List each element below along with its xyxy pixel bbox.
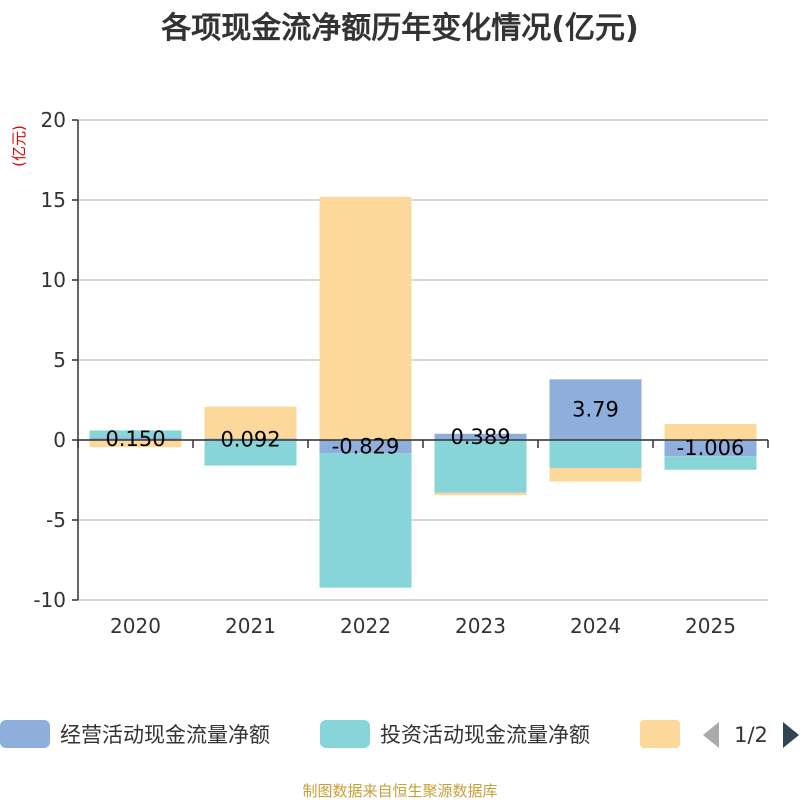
- bar-investing[interactable]: [319, 453, 412, 588]
- y-tick-label: 5: [53, 348, 66, 372]
- data-label: 0.389: [450, 425, 510, 449]
- legend-swatch-operating: [0, 720, 50, 748]
- bar-financing[interactable]: [89, 440, 182, 448]
- data-label: 0.150: [105, 427, 165, 451]
- bar-financing[interactable]: [434, 492, 527, 496]
- bar-investing[interactable]: [549, 440, 642, 468]
- x-tick-label: 2023: [455, 614, 506, 638]
- legend-item-investing[interactable]: 投资活动现金流量净额: [320, 720, 590, 748]
- bar-financing[interactable]: [319, 196, 412, 440]
- y-tick-label: 20: [41, 108, 66, 132]
- bar-financing[interactable]: [549, 468, 642, 482]
- chart-title: 各项现金流净额历年变化情况(亿元): [160, 11, 638, 46]
- source-note: 制图数据来自恒生聚源数据库: [302, 782, 497, 800]
- arrow-left-icon[interactable]: [703, 722, 719, 748]
- bar-financing[interactable]: [204, 406, 297, 439]
- bar-operating[interactable]: [434, 433, 527, 440]
- legend-page-indicator: 1/2: [734, 723, 768, 747]
- legend-swatch-financing: [640, 720, 680, 748]
- data-label: 0.092: [220, 427, 280, 451]
- y-tick-label: 0: [53, 428, 66, 452]
- legend-item-financing[interactable]: [640, 720, 680, 748]
- x-axis-ticks: 2020 2021 2022 2023 2024 2025: [77, 440, 769, 638]
- x-tick-label: 2021: [225, 614, 276, 638]
- bar-investing[interactable]: [89, 430, 182, 438]
- bar-investing[interactable]: [204, 440, 297, 466]
- bar-operating[interactable]: [549, 379, 642, 440]
- gridlines: [78, 119, 768, 601]
- data-label: -0.829: [332, 435, 400, 459]
- legend-swatch-investing: [320, 720, 370, 748]
- bar-operating[interactable]: [89, 437, 182, 440]
- data-label: -1.006: [677, 436, 745, 460]
- y-axis-ticks: 20 15 10 5 0 -5 -10: [33, 108, 78, 612]
- y-tick-label: -5: [46, 508, 66, 532]
- x-tick-label: 2022: [340, 614, 391, 638]
- y-tick-label: 15: [41, 188, 66, 212]
- x-tick-label: 2020: [110, 614, 161, 638]
- x-tick-label: 2024: [570, 614, 621, 638]
- y-axis-unit: (亿元): [10, 125, 28, 167]
- bar-investing[interactable]: [664, 456, 757, 470]
- bar-financing[interactable]: [664, 424, 757, 440]
- bar-investing[interactable]: [434, 440, 527, 493]
- legend: 经营活动现金流量净额 投资活动现金流量净额 1/2: [0, 720, 799, 748]
- y-tick-label: -10: [33, 588, 66, 612]
- bars: [89, 196, 757, 588]
- legend-label-operating: 经营活动现金流量净额: [60, 723, 270, 747]
- legend-item-operating[interactable]: 经营活动现金流量净额: [0, 720, 270, 748]
- y-tick-label: 10: [41, 268, 66, 292]
- arrow-right-icon[interactable]: [783, 722, 799, 748]
- x-tick-label: 2025: [685, 614, 736, 638]
- legend-label-investing: 投资活动现金流量净额: [380, 723, 590, 747]
- data-labels: 0.150 0.092 -0.829 0.389 3.79 -1.006: [105, 398, 744, 460]
- bar-operating[interactable]: [319, 440, 412, 454]
- data-label: 3.79: [572, 398, 619, 422]
- bar-operating[interactable]: [664, 440, 757, 457]
